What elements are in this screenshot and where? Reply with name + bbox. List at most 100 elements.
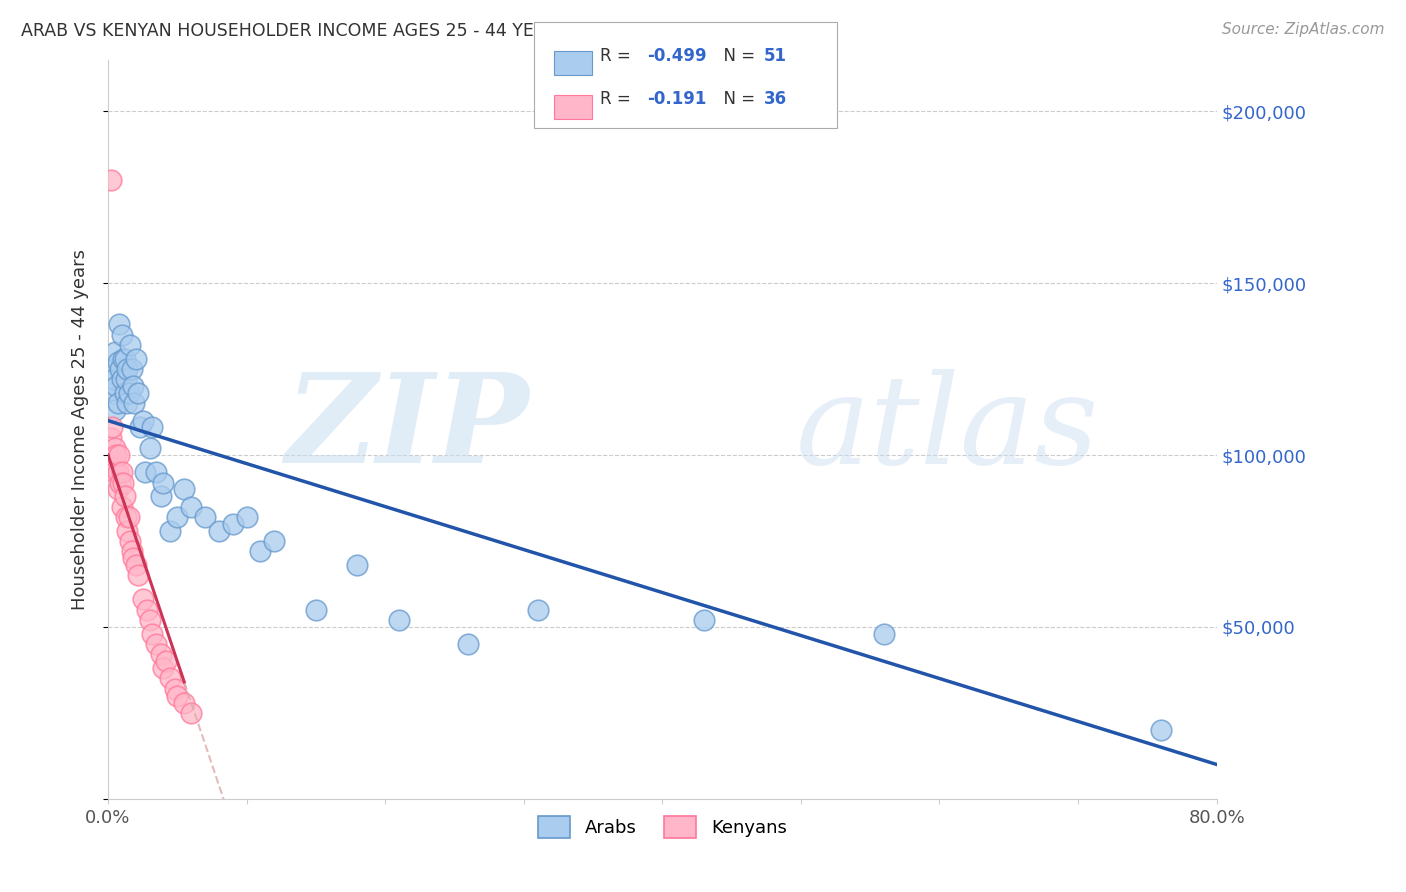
Text: -0.499: -0.499 (647, 46, 706, 64)
Text: Source: ZipAtlas.com: Source: ZipAtlas.com (1222, 22, 1385, 37)
Point (103, 455, 125, 469)
Point (118, 386, 141, 401)
Point (108, 448, 131, 462)
Point (149, 648, 172, 662)
Point (155, 654, 177, 668)
Point (208, 524, 231, 538)
Point (138, 441, 160, 455)
Point (111, 372, 134, 386)
Point (138, 613, 160, 627)
Point (124, 396, 146, 410)
Point (152, 661, 174, 675)
Text: R =: R = (600, 90, 637, 109)
Point (115, 509, 138, 524)
Point (149, 489, 172, 503)
Point (180, 500, 202, 514)
Point (120, 338, 142, 352)
Point (180, 706, 202, 720)
Point (111, 500, 134, 514)
Point (457, 637, 479, 651)
Text: R =: R = (600, 46, 637, 64)
Point (122, 379, 145, 393)
Point (107, 465, 129, 479)
Point (114, 386, 136, 401)
Point (127, 568, 149, 582)
Point (166, 689, 188, 703)
Point (141, 420, 163, 434)
Point (101, 420, 124, 434)
Point (114, 351, 136, 366)
Point (107, 396, 129, 410)
Point (249, 544, 271, 558)
Point (145, 637, 167, 651)
Point (117, 362, 139, 376)
Point (104, 403, 127, 417)
Point (114, 489, 136, 503)
Point (152, 475, 174, 490)
Point (100, 431, 122, 445)
Point (1150, 723, 1173, 737)
Text: atlas: atlas (796, 368, 1098, 490)
Point (104, 465, 127, 479)
Point (101, 386, 124, 401)
Point (125, 558, 148, 572)
Point (222, 516, 245, 531)
Point (112, 475, 135, 490)
Point (107, 483, 129, 497)
Point (121, 362, 143, 376)
Point (117, 396, 139, 410)
Point (305, 603, 328, 617)
Text: ARAB VS KENYAN HOUSEHOLDER INCOME AGES 25 - 44 YEARS CORRELATION CHART: ARAB VS KENYAN HOUSEHOLDER INCOME AGES 2… (21, 22, 763, 40)
Point (194, 509, 217, 524)
Text: N =: N = (713, 46, 761, 64)
Point (107, 355, 129, 369)
Point (111, 327, 134, 342)
Point (104, 441, 127, 455)
Point (163, 681, 186, 696)
Point (166, 509, 188, 524)
Point (141, 627, 163, 641)
Point (135, 603, 157, 617)
Text: ZIP: ZIP (285, 368, 529, 490)
Point (108, 318, 131, 332)
Point (131, 592, 153, 607)
Point (173, 696, 195, 710)
Point (100, 173, 122, 187)
Y-axis label: Householder Income Ages 25 - 44 years: Householder Income Ages 25 - 44 years (72, 249, 89, 610)
Point (117, 524, 139, 538)
Point (121, 544, 143, 558)
Point (388, 613, 411, 627)
Point (103, 372, 125, 386)
Point (111, 465, 134, 479)
Point (263, 533, 285, 548)
Point (105, 379, 128, 393)
Point (105, 448, 128, 462)
Point (118, 509, 141, 524)
Point (134, 465, 156, 479)
Point (159, 672, 181, 686)
Text: 36: 36 (763, 90, 786, 109)
Point (100, 362, 122, 376)
Point (145, 465, 167, 479)
Point (128, 420, 150, 434)
Point (112, 351, 135, 366)
Point (693, 613, 716, 627)
Text: 51: 51 (763, 46, 786, 64)
Point (122, 551, 145, 566)
Point (159, 524, 181, 538)
Point (131, 414, 153, 428)
Point (235, 509, 257, 524)
Point (127, 386, 149, 401)
Point (873, 627, 896, 641)
Point (120, 533, 142, 548)
Point (110, 362, 132, 376)
Point (125, 351, 148, 366)
Legend: Arabs, Kenyans: Arabs, Kenyans (530, 809, 794, 846)
Point (346, 558, 368, 572)
Point (526, 603, 548, 617)
Point (110, 475, 132, 490)
Text: -0.191: -0.191 (647, 90, 706, 109)
Point (115, 372, 138, 386)
Point (104, 344, 127, 359)
Text: N =: N = (713, 90, 761, 109)
